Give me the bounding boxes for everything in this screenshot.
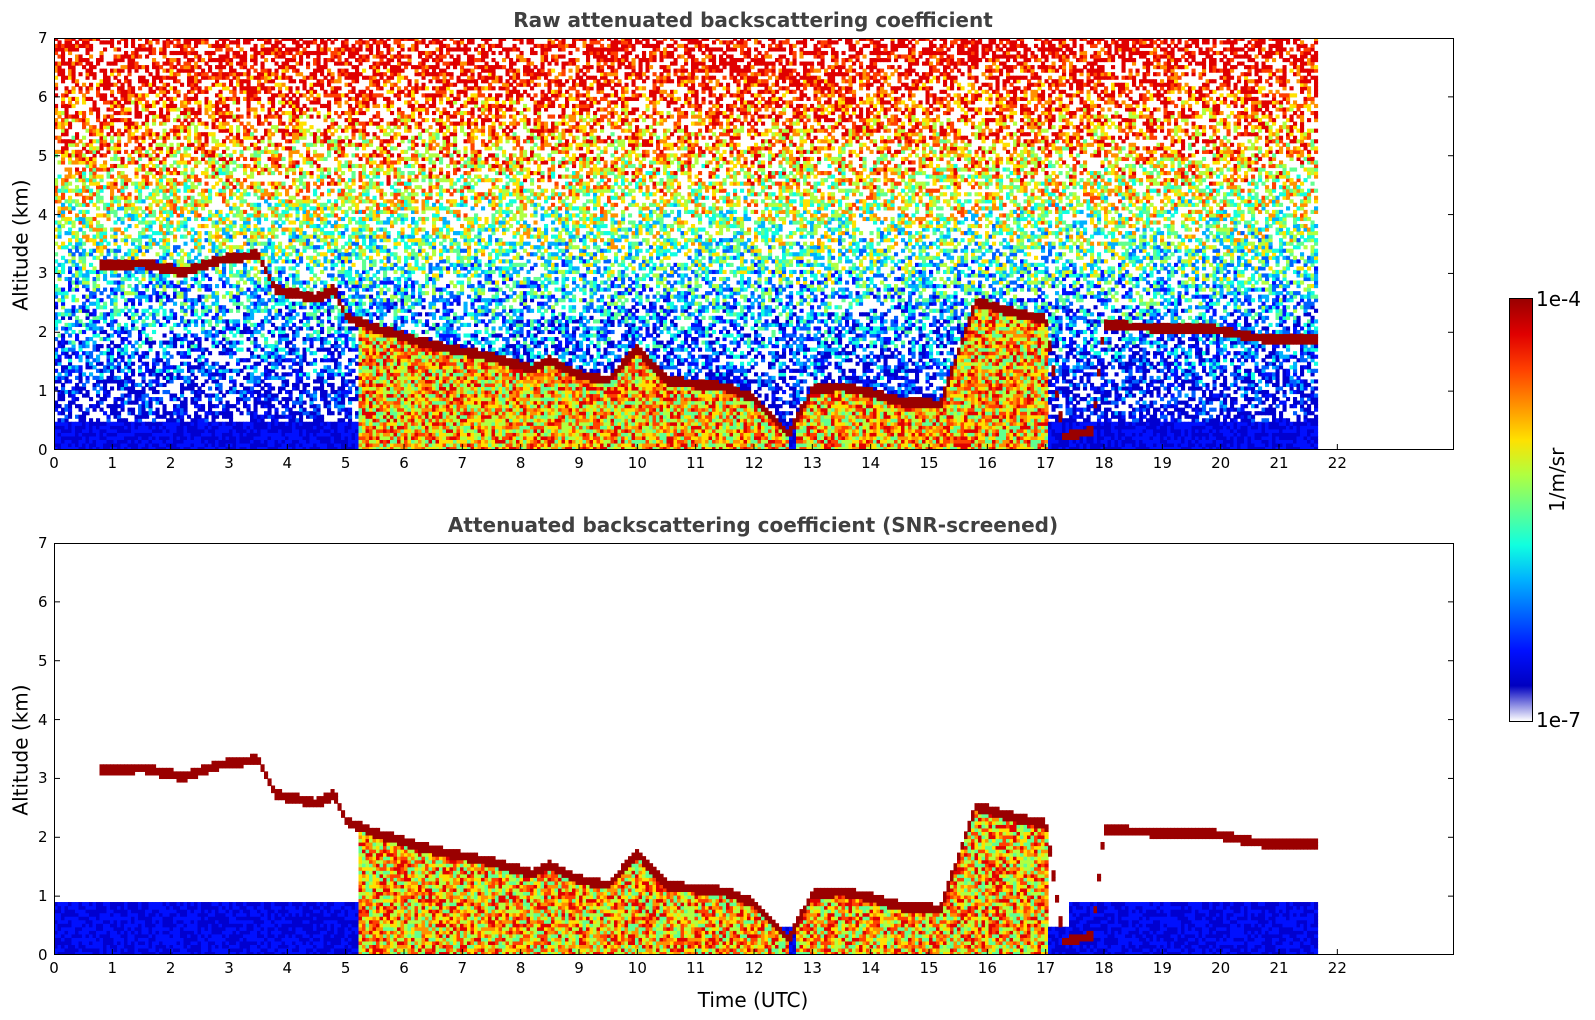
raw-backscatter-plot xyxy=(54,38,1454,450)
x-tick-label: 9 xyxy=(574,454,584,472)
colorbar xyxy=(1509,298,1533,722)
x-tick-label: 17 xyxy=(1036,959,1055,977)
x-tick-label: 12 xyxy=(744,959,763,977)
y-tick-label: 2 xyxy=(38,323,48,341)
x-tick-label: 15 xyxy=(919,959,938,977)
y-tick-label: 1 xyxy=(38,887,48,905)
panel1-title: Raw attenuated backscattering coefficien… xyxy=(513,8,993,32)
x-tick-label: 6 xyxy=(399,454,409,472)
x-tick-label: 16 xyxy=(978,959,997,977)
y-tick-label: 5 xyxy=(38,652,48,670)
y-tick-label: 3 xyxy=(38,264,48,282)
x-tick-label: 22 xyxy=(1328,959,1347,977)
x-tick-label: 0 xyxy=(49,454,59,472)
y-tick-label: 4 xyxy=(38,206,48,224)
y-tick-label: 7 xyxy=(38,534,48,552)
x-tick-label: 9 xyxy=(574,959,584,977)
x-tick-label: 21 xyxy=(1269,454,1288,472)
panel1-ylabel: Altitude (km) xyxy=(9,179,33,310)
x-tick-label: 15 xyxy=(919,454,938,472)
y-tick-label: 4 xyxy=(38,711,48,729)
x-tick-label: 18 xyxy=(1094,454,1113,472)
x-tick-label: 4 xyxy=(283,959,293,977)
x-tick-label: 10 xyxy=(628,959,647,977)
panel2-title: Attenuated backscattering coefficient (S… xyxy=(448,513,1058,537)
x-tick-label: 20 xyxy=(1211,454,1230,472)
x-tick-label: 1 xyxy=(108,454,118,472)
x-tick-label: 5 xyxy=(341,959,351,977)
y-tick-label: 0 xyxy=(38,441,48,459)
y-tick-label: 0 xyxy=(38,946,48,964)
y-tick-label: 1 xyxy=(38,382,48,400)
x-tick-label: 22 xyxy=(1328,454,1347,472)
x-tick-label: 13 xyxy=(803,454,822,472)
x-tick-label: 2 xyxy=(166,959,176,977)
x-tick-label: 20 xyxy=(1211,959,1230,977)
x-tick-label: 4 xyxy=(283,454,293,472)
x-tick-label: 0 xyxy=(49,959,59,977)
heatmap-cells xyxy=(54,754,1318,955)
x-tick-label: 1 xyxy=(108,959,118,977)
x-tick-label: 11 xyxy=(686,959,705,977)
colorbar-unit-label: 1/m/sr xyxy=(1545,448,1569,512)
colorbar-max-label: 1e-4 xyxy=(1536,287,1581,311)
x-tick-label: 7 xyxy=(458,959,468,977)
x-tick-label: 2 xyxy=(166,454,176,472)
x-tick-label: 18 xyxy=(1094,959,1113,977)
heatmap-cells xyxy=(54,38,1318,450)
x-tick-label: 3 xyxy=(224,454,234,472)
x-tick-label: 8 xyxy=(516,454,526,472)
x-tick-label: 5 xyxy=(341,454,351,472)
plot-frame xyxy=(55,544,1454,955)
x-tick-label: 10 xyxy=(628,454,647,472)
x-tick-label: 19 xyxy=(1153,959,1172,977)
y-tick-label: 6 xyxy=(38,88,48,106)
y-tick-label: 2 xyxy=(38,828,48,846)
x-tick-label: 21 xyxy=(1269,959,1288,977)
snr-screened-backscatter-plot xyxy=(54,543,1454,955)
x-tick-label: 14 xyxy=(861,959,880,977)
x-tick-label: 7 xyxy=(458,454,468,472)
y-tick-label: 7 xyxy=(38,29,48,47)
x-tick-label: 12 xyxy=(744,454,763,472)
x-tick-label: 14 xyxy=(861,454,880,472)
x-tick-label: 11 xyxy=(686,454,705,472)
x-tick-label: 19 xyxy=(1153,454,1172,472)
y-tick-label: 3 xyxy=(38,769,48,787)
y-tick-label: 5 xyxy=(38,147,48,165)
colorbar-min-label: 1e-7 xyxy=(1536,708,1581,732)
x-tick-label: 17 xyxy=(1036,454,1055,472)
x-tick-label: 3 xyxy=(224,959,234,977)
x-axis-label: Time (UTC) xyxy=(698,988,809,1012)
x-tick-label: 8 xyxy=(516,959,526,977)
x-tick-label: 13 xyxy=(803,959,822,977)
x-tick-label: 16 xyxy=(978,454,997,472)
y-tick-label: 6 xyxy=(38,593,48,611)
panel2-ylabel: Altitude (km) xyxy=(9,684,33,815)
x-tick-label: 6 xyxy=(399,959,409,977)
